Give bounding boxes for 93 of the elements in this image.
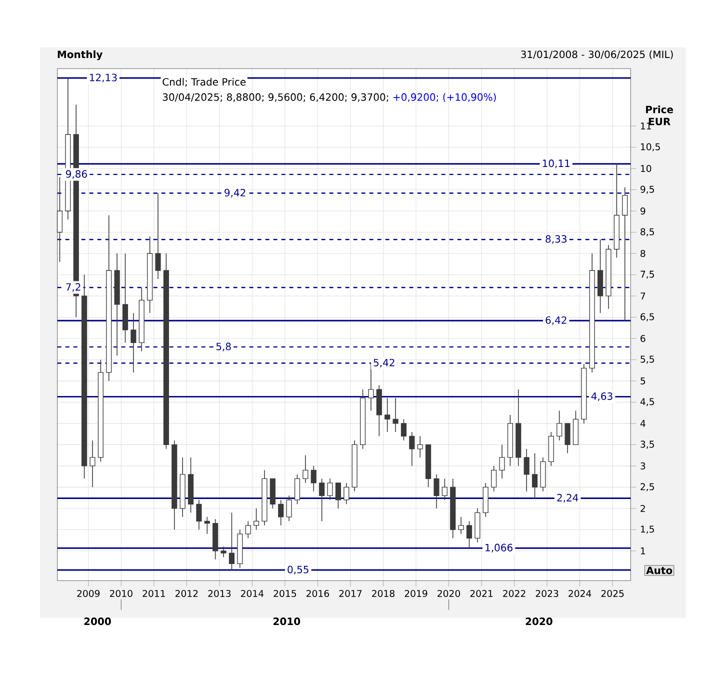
candlestick [335,482,341,509]
x-tick-label: 2020 [438,590,460,597]
candlestick [532,452,538,499]
ref-line-label: 5,42 [374,358,394,368]
ref-line-label: 6,42 [546,316,566,325]
ref-line-label: 1,066 [486,544,512,552]
candlestick [294,474,300,505]
text: Auto [646,566,672,574]
candlestick [90,440,96,488]
ref-line-label: 5,8 [216,342,231,352]
text: 2010 [274,618,300,626]
y-tick-label: 7 [640,292,646,300]
ref-line-label: 2,24 [557,494,578,503]
ref-line-label: 8,33 [546,235,566,244]
candlestick [392,398,398,432]
candlestick [130,312,136,373]
candlestick [434,474,440,509]
y-tick-label: 2,5 [640,483,654,492]
candlestick [384,398,390,432]
candlestick [417,436,423,458]
y-tick-label: 9 [640,207,646,215]
y-tick-label: 10,5 [640,143,660,152]
x-tick-label: 2009 [77,590,100,597]
y-tick-label: 5 [640,377,646,384]
y-tick-label: 8 [640,250,646,258]
text: 2000 [84,618,111,626]
candlestick [220,546,226,558]
x-tick-label: 2014 [241,590,264,597]
ref-line-label: 9,86 [66,170,87,179]
x-tick-label: 2017 [339,590,362,597]
annotation: 30/04/2025; 8,8800; 9,5600; 6,4200; 9,3700; [162,93,388,102]
candlestick [499,444,505,480]
y-tick-label: 3 [640,462,646,470]
y-tick-label: 10 [640,164,652,172]
candlestick [442,478,448,500]
y-tick-label: 7,5 [640,270,654,279]
annotation: +0,9200; (+10,90%) [394,93,496,102]
x-tick-label: 2018 [372,590,394,597]
y-tick-label: 1 [640,548,646,554]
candlestick [155,192,161,280]
candlestick [400,418,407,441]
candlestick [622,186,628,322]
y-tick-label: 4 [640,420,646,427]
ref-line-label: 0,55 [288,566,308,574]
candlestick [286,495,292,522]
chart-subtitle: 31/01/2008 - 30/06/2025 (MIL) [521,50,673,60]
x-tick-label: 2010 [110,590,132,597]
x-tick-label: 2022 [503,590,526,597]
candlestick [409,432,415,466]
x-tick-label: 2019 [404,590,428,597]
y-tick-label: 2 [640,504,645,512]
ref-line-label: 9,42 [224,188,246,198]
candlestick [228,512,235,570]
ref-line-label: 12,13 [90,74,117,82]
y-tick-label: 6,5 [640,313,654,322]
x-tick-label: 2011 [142,590,165,597]
candlestick [458,516,464,534]
candlestick [327,478,333,500]
x-tick-label: 2012 [175,590,198,597]
candlestick [278,500,284,526]
candlestick [344,482,350,505]
candlestick [466,520,472,549]
candlestick [302,454,308,484]
candlestick [204,516,210,534]
candlestick [245,520,251,539]
x-tick-label: 2013 [208,590,231,597]
x-tick-label: 2024 [568,590,592,597]
y-tick-label: 8,5 [640,228,654,236]
annotation: Cndl; Trade Price [162,78,246,87]
ref-line-label: 7,2 [66,283,80,292]
y-tick-label: 5,5 [640,356,654,364]
ref-line-label: 10,11 [542,160,570,168]
x-tick-label: 2021 [470,590,493,597]
x-tick-label: 2015 [274,590,296,597]
candlestick [556,410,562,441]
x-tick-label: 2025 [601,590,624,597]
y-tick-label: 3,5 [640,440,654,449]
chart-title: Monthly [58,50,103,60]
candlestick [196,500,202,530]
candlestick [254,508,260,530]
x-tick-label: 2023 [536,590,558,597]
y-tick-label: 1,5 [640,526,654,534]
candlestick [524,448,530,492]
text: 2020 [526,618,552,626]
candlestick [491,466,497,492]
candlestick [319,478,325,522]
ref-line-label: 4,63 [591,392,612,401]
x-tick-label: 2016 [306,590,330,597]
candlestick [564,423,570,454]
y-tick-label: 6 [640,334,646,342]
candlestick [310,466,316,492]
y-tick-label: 9,5 [640,186,654,194]
y-tick-label: 4,5 [640,398,654,406]
